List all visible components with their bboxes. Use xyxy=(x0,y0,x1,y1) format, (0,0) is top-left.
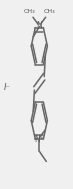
Text: N: N xyxy=(36,21,42,30)
Text: CH₃: CH₃ xyxy=(43,9,55,14)
Text: CH₃: CH₃ xyxy=(24,9,35,14)
Text: N⁺: N⁺ xyxy=(34,135,44,144)
Text: I⁻: I⁻ xyxy=(4,84,11,92)
